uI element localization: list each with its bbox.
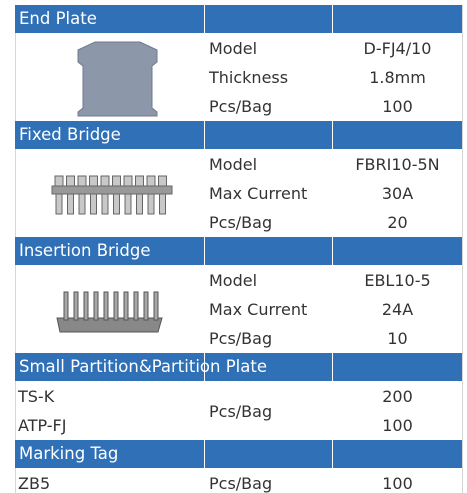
row-value: D-FJ4/10: [363, 39, 432, 58]
tooth: [123, 291, 129, 321]
section-header: [15, 121, 204, 149]
pin: [146, 175, 156, 187]
tooth: [153, 291, 159, 321]
pin: [123, 175, 133, 187]
pin: [90, 193, 97, 215]
pin: [78, 193, 86, 215]
section-title: Fixed Bridge: [19, 125, 121, 144]
pin: [54, 175, 64, 187]
section-header: [333, 440, 462, 468]
section-title: Marking Tag: [19, 444, 119, 463]
row-value: 24A: [381, 300, 414, 319]
end-plate-image: [77, 41, 158, 117]
item-value: 100: [382, 416, 413, 435]
section-header: [15, 440, 204, 468]
tooth: [103, 291, 109, 321]
tooth: [63, 291, 69, 321]
section-title: Small Partition&Partition Plate: [19, 357, 267, 376]
tooth: [73, 291, 79, 321]
row-label: Pcs/Bag: [209, 329, 273, 348]
section-header: [333, 121, 462, 149]
item-value: 200: [382, 387, 413, 406]
pin: [135, 175, 144, 187]
section-header: [15, 237, 204, 265]
tooth: [83, 291, 89, 321]
row-value: FBRI10-5N: [355, 155, 440, 174]
row-value: 1.8mm: [369, 68, 426, 87]
pin: [67, 193, 74, 215]
section-header: [15, 5, 204, 33]
row-value: 20: [387, 213, 408, 232]
row-value: 100: [382, 97, 413, 116]
pin: [158, 175, 167, 187]
row-label: Model: [209, 271, 258, 290]
row-label: Max Current: [209, 300, 308, 319]
pin: [113, 193, 120, 215]
insertion-bridge-image: [56, 291, 163, 333]
pin: [136, 193, 143, 215]
item-name: ZB5: [18, 474, 51, 493]
section-title: End Plate: [19, 9, 97, 28]
item-name: ATP-FJ: [18, 416, 67, 435]
row-label: Pcs/Bag: [209, 474, 273, 493]
row-value: EBL10-5: [364, 271, 431, 290]
pin: [77, 175, 87, 187]
section-header: [205, 353, 332, 381]
pin: [55, 193, 63, 215]
item-value: 100: [382, 474, 413, 493]
section-header: [205, 121, 332, 149]
section-header: [15, 353, 204, 381]
pin: [124, 193, 132, 215]
pin: [112, 175, 121, 187]
row-value: 30A: [381, 184, 414, 203]
tooth: [133, 291, 139, 321]
pin: [100, 175, 110, 187]
pin: [101, 193, 109, 215]
section-header: [205, 5, 332, 33]
section-header: [333, 237, 462, 265]
row-label: Thickness: [209, 68, 289, 87]
pin: [89, 175, 98, 187]
section-title: Insertion Bridge: [19, 241, 151, 260]
row-value: 10: [387, 329, 408, 348]
tooth: [143, 291, 149, 321]
section-header: [333, 353, 462, 381]
pin: [159, 193, 166, 215]
border-right: [462, 5, 463, 493]
section-header: [205, 237, 332, 265]
item-name: TS-K: [18, 387, 55, 406]
row-label: Model: [209, 155, 258, 174]
row-label: Pcs/Bag: [209, 97, 273, 116]
row-label: Max Current: [209, 184, 308, 203]
section-header: [205, 440, 332, 468]
pin: [147, 193, 155, 215]
tooth: [93, 291, 99, 321]
section-header: [333, 5, 462, 33]
row-label: Model: [209, 39, 258, 58]
pin: [66, 175, 75, 187]
row-label: Pcs/Bag: [209, 401, 273, 421]
row-label: Pcs/Bag: [209, 213, 273, 232]
tooth: [113, 291, 119, 321]
fixed-bridge-image: [51, 175, 173, 215]
